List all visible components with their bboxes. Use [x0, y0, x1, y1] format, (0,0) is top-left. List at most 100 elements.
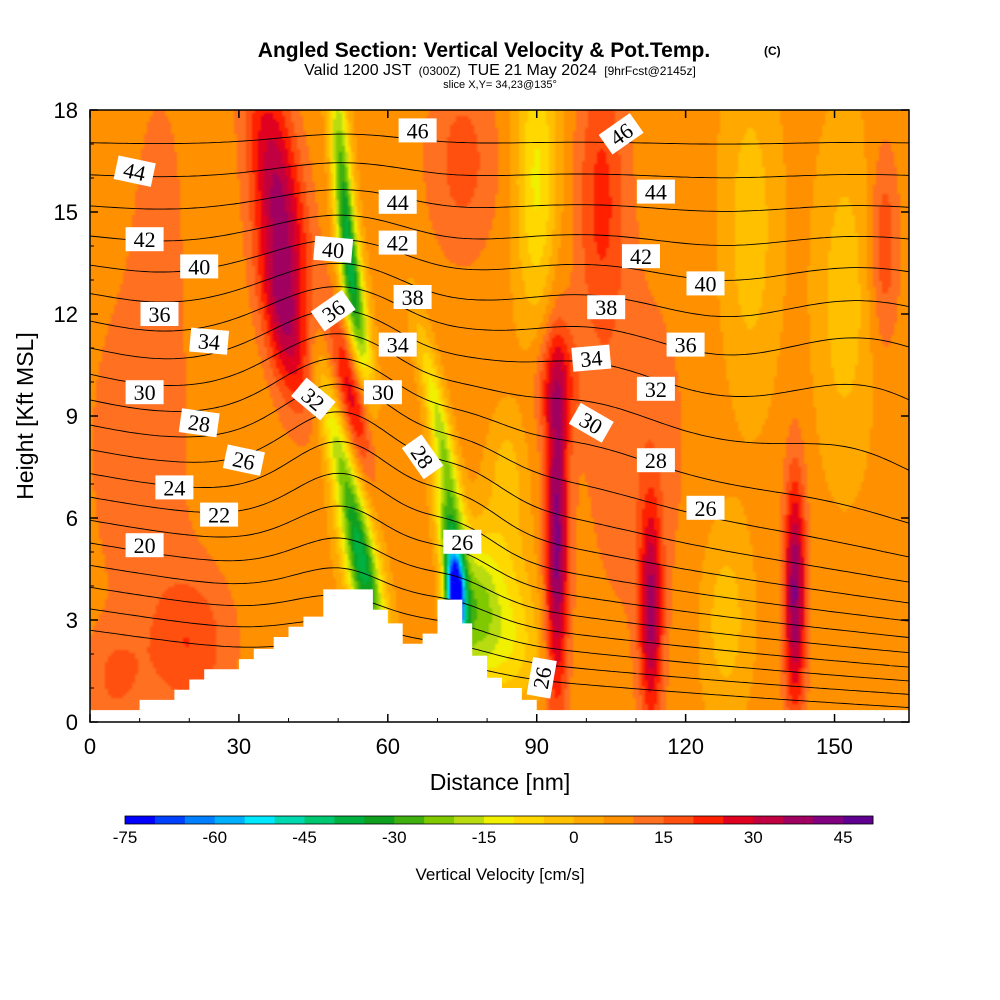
x-tick-label: 60	[376, 734, 400, 759]
theta-label-box	[310, 289, 356, 332]
theta-label-box	[378, 230, 417, 255]
theta-label-box	[398, 118, 437, 143]
subtitle-prefix: Valid 1200 JST	[304, 62, 412, 79]
colorbar-swatch	[454, 816, 485, 824]
x-tick-label: 90	[524, 734, 548, 759]
subtitle-fcst: [9hrFcst@2145z]	[604, 64, 696, 78]
theta-label-box	[686, 271, 725, 296]
x-tick-label: 0	[84, 734, 96, 759]
theta-label-box	[666, 332, 705, 357]
colorbar-tick-label: -75	[113, 828, 138, 847]
colorbar-tick-label: -30	[382, 828, 407, 847]
colorbar-swatch	[364, 816, 395, 824]
theta-label-box	[598, 113, 644, 155]
theta-label: 20	[134, 533, 156, 558]
theta-label-group: 28	[178, 408, 220, 438]
colorbar-swatch	[633, 816, 664, 824]
theta-label: 40	[695, 271, 717, 296]
theta-label: 42	[387, 231, 409, 256]
theta-label: 40	[321, 236, 345, 263]
theta-label-box	[125, 227, 164, 252]
theta-contour-34	[90, 262, 909, 318]
colorbar-tick-label: 30	[744, 828, 763, 847]
theta-label-box	[180, 254, 219, 279]
theta-label-box	[189, 327, 230, 355]
theta-label-group: 36	[140, 302, 179, 327]
theta-label-group: 36	[666, 332, 705, 358]
theta-label-group: 42	[378, 230, 417, 256]
plot-area: 44 42 40 36 34 30 28 26 24 22 20 46 44 42 40 38 36 34 32 30…	[89, 109, 910, 723]
theta-label: 38	[595, 295, 617, 320]
subtitle-z: (0300Z)	[419, 64, 461, 78]
theta-label-group: 38	[587, 295, 626, 320]
colorbar-swatch	[154, 816, 186, 824]
colorbar-tick-label: -15	[472, 828, 497, 847]
colorbar-swatch	[484, 816, 515, 824]
colorbar-swatch	[424, 816, 455, 824]
y-tick-label: 9	[66, 404, 78, 429]
theta-label-group: 26	[443, 529, 482, 555]
theta-label-box	[178, 408, 220, 438]
theta-label-box	[587, 295, 626, 320]
theta-label-group: 44	[378, 189, 417, 215]
subtitle-date: TUE 21 May 2024	[468, 62, 597, 79]
theta-label-group: 30	[125, 380, 164, 405]
theta-label: 26	[451, 530, 473, 555]
theta-contour-38	[90, 162, 909, 179]
theta-label-group: 26	[222, 444, 265, 476]
colorbar-swatch	[334, 816, 365, 824]
x-tick-label: 30	[227, 734, 251, 759]
colorbar-swatch	[693, 816, 724, 824]
x-axis: 0 30 60 90 120 150	[84, 110, 885, 759]
colorbar-swatch	[244, 816, 275, 824]
theta-label-group: 22	[200, 502, 239, 528]
theta-label-group: 40	[180, 254, 219, 279]
y-tick-label: 15	[54, 200, 78, 225]
colorbar-swatch	[214, 816, 246, 824]
theta-label-box	[125, 380, 164, 405]
theta-label-box	[378, 189, 417, 214]
colorbar-label: Vertical Velocity [cm/s]	[415, 865, 584, 884]
theta-label: 30	[372, 380, 394, 405]
theta-label-box	[363, 380, 402, 405]
theta-label-box	[313, 235, 354, 264]
theta-label-group: 44	[113, 155, 156, 187]
theta-label-group: 40	[686, 271, 725, 296]
theta-label-box	[401, 434, 444, 480]
theta-label: 28	[645, 448, 667, 473]
theta-label: 44	[645, 180, 667, 205]
theta-label: 24	[163, 475, 185, 500]
colorbar-swatch	[184, 816, 216, 824]
theta-label-box	[393, 285, 432, 309]
vertical-velocity-field	[90, 110, 909, 722]
theta-label: 26	[528, 665, 556, 691]
colorbar-swatch	[813, 816, 844, 824]
theta-label: 46	[407, 118, 429, 143]
theta-label-box	[125, 533, 164, 558]
colorbar-tick-label: 45	[834, 828, 853, 847]
colorbar-swatch	[753, 816, 784, 824]
theta-label-group: 34	[571, 344, 612, 372]
theta-label-box	[526, 657, 557, 699]
theta-label: 28	[186, 409, 211, 437]
colorbar-swatch	[573, 816, 605, 824]
chart-subtitle: Valid 1200 JST (0300Z) TUE 21 May 2024 […	[304, 62, 696, 79]
theta-label: 22	[208, 503, 230, 528]
theta-label-group: 28	[636, 448, 675, 473]
colorbar-swatch	[394, 816, 425, 824]
theta-label-box	[140, 302, 179, 326]
theta-label-box	[113, 155, 156, 187]
y-axis-label: Height [Kft MSL]	[12, 332, 38, 499]
theta-contour-39	[90, 133, 909, 145]
theta-label: 26	[695, 496, 717, 521]
x-tick-label: 120	[667, 734, 704, 759]
y-tick-label: 0	[66, 710, 78, 735]
theta-label: 38	[402, 285, 424, 310]
theta-label-box	[568, 402, 614, 443]
colorbar-swatch	[513, 816, 545, 824]
theta-label: 42	[630, 244, 652, 269]
theta-label-box	[378, 332, 417, 357]
colorbar-tick-label: -45	[292, 828, 317, 847]
theta-label: 26	[230, 446, 257, 475]
theta-label-box	[443, 529, 482, 554]
